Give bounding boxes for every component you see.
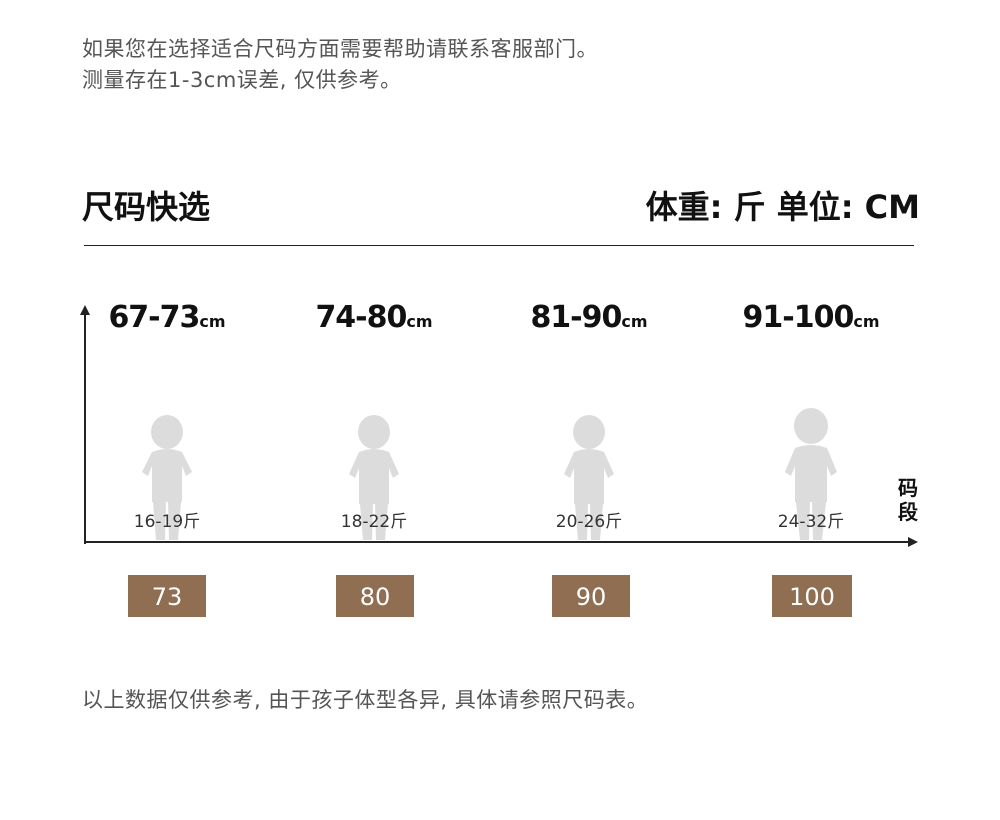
weight-range-4: 24-32斤 — [777, 512, 845, 532]
height-range-value: 91-100 — [742, 300, 855, 335]
size-button-73[interactable]: 73 — [128, 575, 206, 617]
child-figure-icon — [67, 410, 267, 542]
size-button-90[interactable]: 90 — [552, 575, 630, 617]
weight-range-3: 20-26斤 — [555, 512, 623, 532]
size-button-100[interactable]: 100 — [772, 575, 852, 617]
height-range-unit: cm — [621, 312, 648, 331]
y-axis-arrow-icon — [80, 305, 90, 315]
child-figure-icon — [489, 410, 689, 542]
height-range-value: 67-73 — [108, 300, 200, 335]
y-axis — [84, 312, 86, 544]
child-figure-icon — [711, 404, 911, 540]
x-axis-label-line1: 码 — [898, 476, 918, 500]
section-title: 尺码快选 — [82, 188, 211, 226]
height-range-unit: cm — [406, 312, 433, 331]
height-range-1: 67-73cm — [67, 300, 267, 335]
header-divider — [84, 245, 914, 246]
child-figure-icon — [274, 410, 474, 542]
height-range-2: 74-80cm — [274, 300, 474, 335]
weight-range-1: 16-19斤 — [133, 512, 201, 532]
x-axis-label-line2: 段 — [898, 500, 918, 524]
x-axis-label: 码 段 — [896, 476, 920, 524]
footer-note: 以上数据仅供参考, 由于孩子体型各异, 具体请参照尺码表。 — [82, 688, 649, 712]
height-range-3: 81-90cm — [489, 300, 689, 335]
height-range-unit: cm — [199, 312, 226, 331]
intro-text: 如果您在选择适合尺码方面需要帮助请联系客服部门。 测量存在1-3cm误差, 仅供… — [82, 34, 598, 96]
height-range-value: 81-90 — [530, 300, 622, 335]
intro-line-help: 如果您在选择适合尺码方面需要帮助请联系客服部门。 — [82, 37, 598, 61]
weight-range-2: 18-22斤 — [340, 512, 408, 532]
size-button-80[interactable]: 80 — [336, 575, 414, 617]
x-axis-arrow-icon — [908, 537, 918, 547]
x-axis — [84, 541, 910, 543]
height-range-value: 74-80 — [315, 300, 407, 335]
intro-line-error: 测量存在1-3cm误差, 仅供参考。 — [82, 68, 402, 92]
height-range-unit: cm — [853, 312, 880, 331]
unit-info: 体重: 斤 单位: CM — [645, 188, 920, 226]
height-range-4: 91-100cm — [711, 300, 911, 335]
